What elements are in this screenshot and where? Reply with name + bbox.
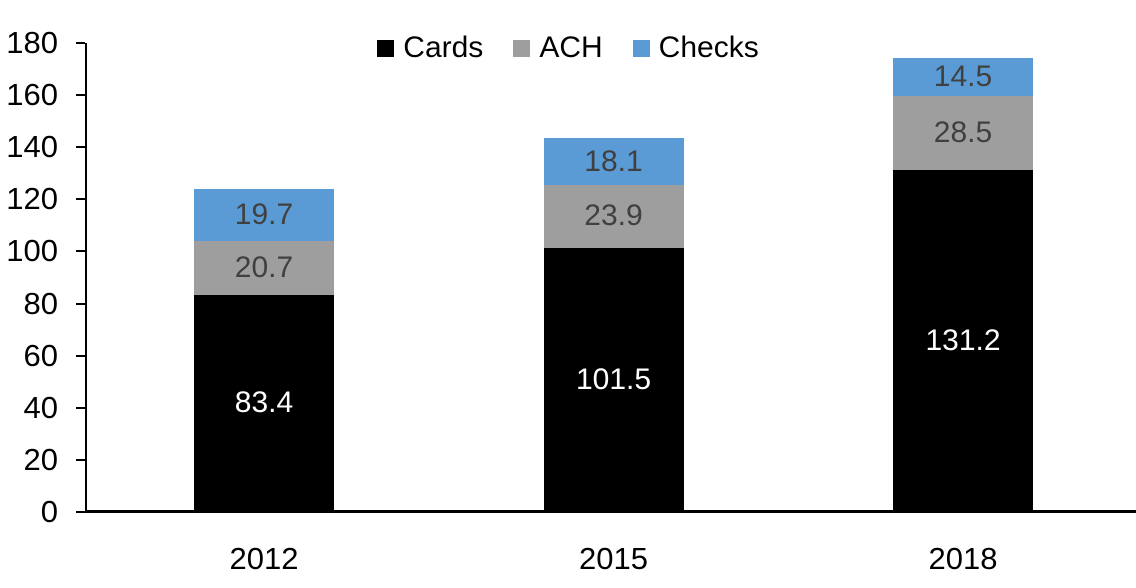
y-axis-tick [76, 146, 85, 149]
bar-segment-ach-2012: 20.7 [194, 240, 334, 295]
bar-value-label: 20.7 [234, 250, 294, 284]
y-axis-tick-label: 180 [6, 25, 58, 60]
y-axis-tick-label: 60 [23, 337, 58, 373]
y-axis-tick-label: 100 [6, 233, 58, 269]
y-axis-tick [76, 406, 85, 409]
bar-segment-cards-2012: 83.4 [194, 294, 334, 512]
legend-item-checks: Checks [632, 31, 759, 64]
y-axis-tick-label: 120 [6, 181, 58, 217]
bar-value-label: 19.7 [234, 198, 294, 232]
y-axis-tick-label: 0 [40, 494, 58, 529]
x-axis-category-label: 2012 [229, 541, 299, 576]
bar-value-label: 28.5 [933, 116, 993, 150]
bar-segment-cards-2018: 131.2 [893, 170, 1033, 512]
y-axis-tick-label: 40 [23, 389, 58, 425]
bar-segment-checks-2012: 19.7 [194, 189, 334, 241]
bar-value-label: 18.1 [584, 144, 643, 178]
y-axis-tick [76, 354, 85, 357]
legend-swatch-cards [377, 39, 395, 57]
bar-segment-cards-2015: 101.5 [543, 247, 684, 512]
y-axis-tick [76, 198, 85, 201]
bar-value-label: 101.5 [575, 362, 652, 396]
y-axis-tick-label: 20 [23, 441, 58, 477]
y-axis-line [85, 43, 87, 513]
legend-swatch-checks [632, 39, 650, 57]
y-axis-tick-label: 140 [6, 129, 58, 165]
legend-item-ach: ACH [513, 31, 603, 64]
y-axis-tick [76, 94, 85, 97]
bar-segment-checks-2018: 14.5 [893, 58, 1033, 96]
bar-segment-ach-2015: 23.9 [543, 185, 684, 248]
x-axis-category-label: 2015 [579, 541, 648, 576]
bar-segment-checks-2015: 18.1 [543, 138, 684, 186]
bar-value-label: 83.4 [234, 386, 294, 420]
y-axis-tick [76, 250, 85, 253]
legend-item-cards: Cards [377, 33, 483, 63]
y-axis-tick [76, 42, 85, 44]
chart-legend: Cards ACH Checks [0, 33, 1136, 63]
bar-segment-ach-2018: 28.5 [893, 95, 1033, 171]
bar-value-label: 14.5 [933, 59, 993, 93]
legend-swatch-ach [513, 39, 531, 57]
y-axis-tick-label: 160 [6, 77, 58, 113]
bar-value-label: 131.2 [925, 324, 1001, 358]
x-axis-category-label: 2018 [928, 541, 998, 576]
y-axis-tick-label: 80 [23, 285, 58, 321]
legend-label-checks: Checks [658, 31, 759, 64]
bar-value-label: 23.9 [584, 199, 643, 233]
y-axis-tick [76, 511, 85, 513]
legend-label-cards: Cards [403, 31, 484, 64]
y-axis-tick [76, 302, 85, 305]
y-axis-tick [76, 458, 85, 461]
legend-label-ach: ACH [539, 31, 603, 64]
x-axis-line [85, 510, 1136, 513]
